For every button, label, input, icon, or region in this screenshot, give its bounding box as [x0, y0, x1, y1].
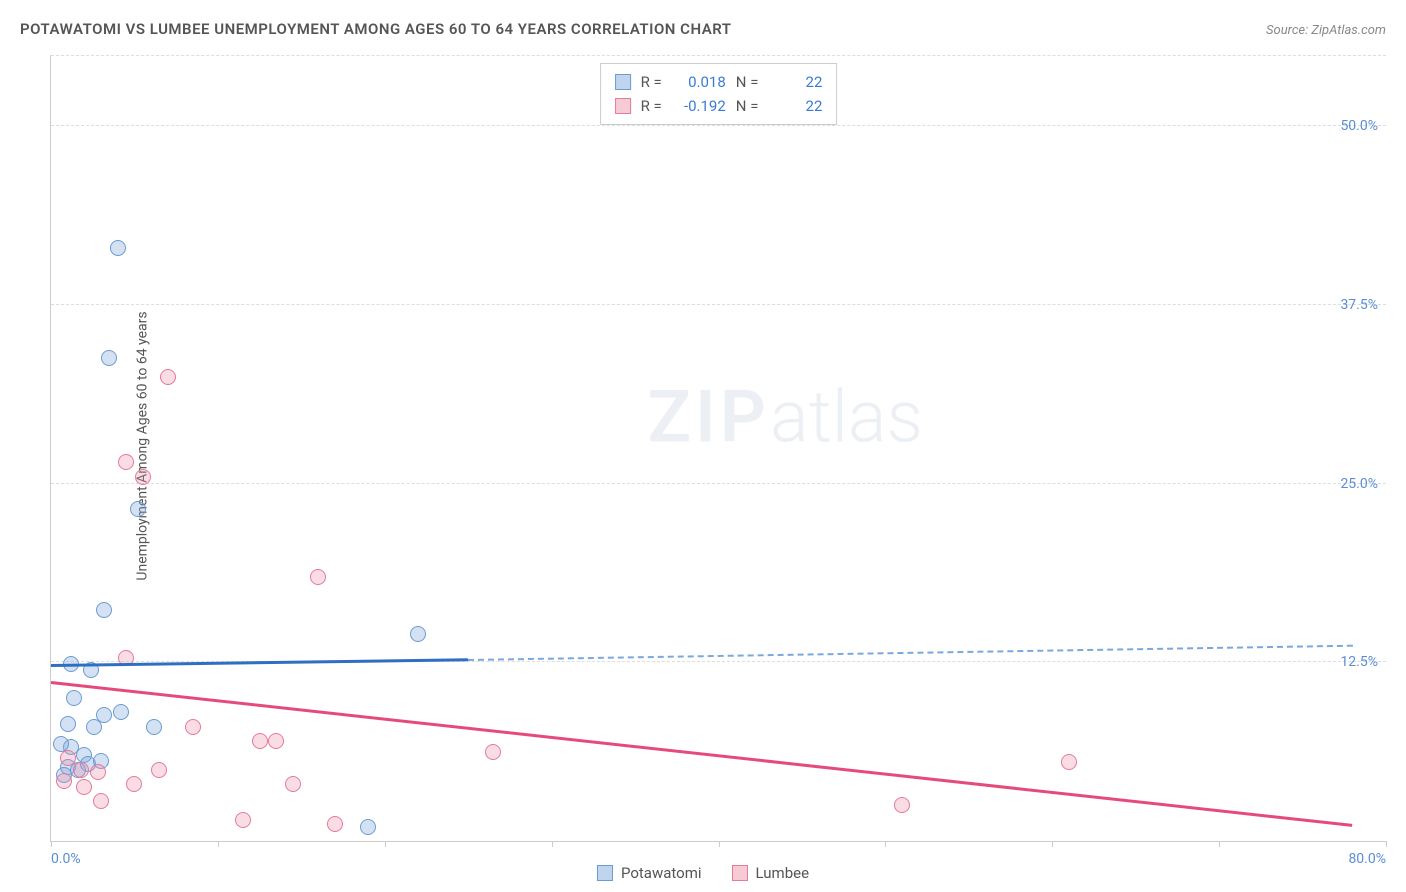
stat-r-label: R = [641, 70, 662, 94]
stat-r-value: 0.018 [672, 70, 726, 94]
stat-n-label: N = [736, 70, 759, 94]
y-tick-label: 37.5% [1340, 297, 1378, 313]
source-label: Source: ZipAtlas.com [1266, 23, 1386, 38]
gridline [51, 304, 1386, 305]
legend-item-lumbee: Lumbee [732, 864, 810, 882]
gridline [51, 55, 1386, 56]
data-point [327, 816, 343, 832]
data-point [90, 764, 106, 780]
data-point [73, 762, 89, 778]
watermark-bold: ZIP [647, 374, 769, 459]
data-point [96, 602, 112, 618]
y-tick-label: 50.0% [1340, 118, 1378, 134]
x-tick [1386, 841, 1387, 847]
data-point [310, 569, 326, 585]
data-point [130, 501, 146, 517]
data-point [113, 704, 129, 720]
data-point [126, 776, 142, 792]
data-point [118, 454, 134, 470]
data-point [185, 719, 201, 735]
data-point [360, 819, 376, 835]
data-point [146, 719, 162, 735]
data-point [160, 369, 176, 385]
bottom-legend: Potawatomi Lumbee [597, 864, 809, 882]
data-point [56, 773, 72, 789]
data-point [66, 690, 82, 706]
swatch-icon [597, 865, 613, 881]
x-tick-label: 0.0% [51, 851, 81, 867]
stat-r-value: -0.192 [672, 94, 726, 118]
stat-n-label: N = [736, 94, 759, 118]
chart-title: POTAWATOMI VS LUMBEE UNEMPLOYMENT AMONG … [20, 20, 732, 38]
trend-line [51, 658, 468, 666]
x-tick-label: 80.0% [1348, 851, 1386, 867]
x-tick [385, 841, 386, 847]
watermark-light: atlas [770, 374, 923, 459]
stats-row-lumbee: R = -0.192 N = 22 [615, 94, 823, 118]
gridline [51, 483, 1386, 484]
watermark: ZIPatlas [647, 374, 923, 459]
data-point [1061, 754, 1077, 770]
data-point [110, 240, 126, 256]
data-point [60, 716, 76, 732]
data-point [76, 779, 92, 795]
data-point [86, 719, 102, 735]
data-point [252, 733, 268, 749]
data-point [410, 626, 426, 642]
data-point [285, 776, 301, 792]
legend-label: Potawatomi [621, 864, 702, 882]
data-point [235, 812, 251, 828]
x-tick [552, 841, 553, 847]
data-point [93, 793, 109, 809]
data-point [135, 469, 151, 485]
data-point [894, 797, 910, 813]
data-point [268, 733, 284, 749]
chart-plot-area: ZIPatlas R = 0.018 N = 22 R = -0.192 N =… [50, 55, 1386, 842]
x-tick [51, 841, 52, 847]
gridline [51, 125, 1386, 126]
x-tick [1219, 841, 1220, 847]
swatch-icon [615, 74, 631, 90]
legend-item-potawatomi: Potawatomi [597, 864, 702, 882]
data-point [60, 750, 76, 766]
y-tick-label: 12.5% [1340, 654, 1378, 670]
legend-label: Lumbee [756, 864, 810, 882]
x-tick [885, 841, 886, 847]
x-tick [1052, 841, 1053, 847]
data-point [101, 350, 117, 366]
trend-line [468, 645, 1352, 661]
trend-line [51, 681, 1353, 826]
stats-legend-box: R = 0.018 N = 22 R = -0.192 N = 22 [600, 63, 838, 125]
y-tick-label: 25.0% [1340, 476, 1378, 492]
stats-row-potawatomi: R = 0.018 N = 22 [615, 70, 823, 94]
stat-r-label: R = [641, 94, 662, 118]
stat-n-value: 22 [768, 94, 822, 118]
data-point [485, 744, 501, 760]
stat-n-value: 22 [768, 70, 822, 94]
x-tick [719, 841, 720, 847]
data-point [151, 762, 167, 778]
x-tick [218, 841, 219, 847]
swatch-icon [732, 865, 748, 881]
swatch-icon [615, 98, 631, 114]
